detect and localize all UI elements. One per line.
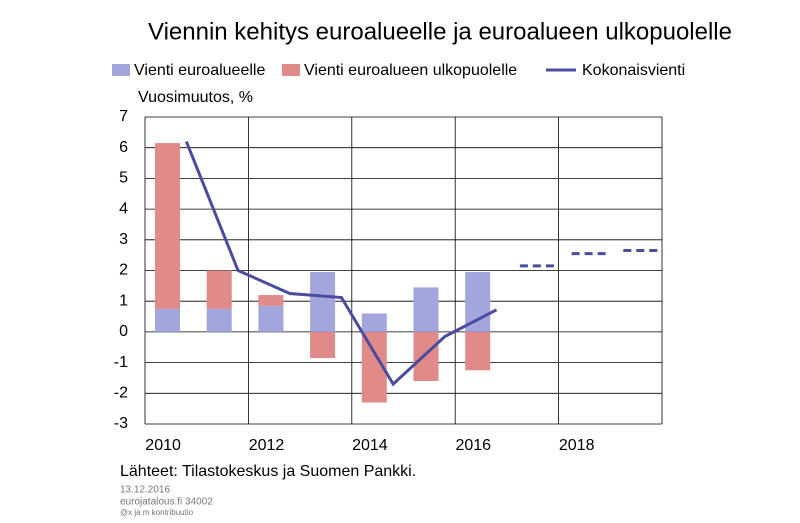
y-tick-label: 2 (119, 262, 128, 279)
y-tick-label: 1 (119, 292, 128, 309)
bar (413, 331, 439, 382)
bar (155, 308, 180, 332)
x-tick-label: 2014 (352, 437, 388, 454)
y-tick-label: 3 (119, 231, 128, 248)
y-tick-label: -3 (114, 415, 128, 432)
bar (258, 295, 284, 306)
legend-swatch (112, 64, 130, 76)
bar (465, 331, 491, 371)
note: eurojatalous.fi 34002 (120, 497, 213, 508)
bar (206, 308, 232, 332)
legend-label: Vienti euroalueelle (134, 62, 265, 79)
y-tick-label: 7 (119, 108, 128, 125)
y-tick-label: 4 (119, 200, 128, 217)
bar (258, 305, 284, 332)
bar (310, 272, 336, 332)
bar (465, 272, 491, 332)
y-tick-label: 0 (119, 323, 128, 340)
bar (361, 313, 387, 332)
bar (310, 331, 336, 358)
y-tick-label: 6 (119, 139, 128, 156)
bar (206, 270, 232, 309)
bar (155, 143, 180, 309)
y-tick-label: -2 (114, 385, 128, 402)
y-tick-label: 5 (119, 170, 128, 187)
y-tick-label: -1 (114, 354, 128, 371)
legend-label: Vienti euroalueen ulkopuolelle (304, 62, 517, 79)
x-tick-label: 2018 (559, 437, 595, 454)
x-tick-label: 2012 (249, 437, 285, 454)
line (184, 141, 498, 387)
x-tick-label: 2016 (455, 437, 491, 454)
note: @x ja m kontribuutio (120, 508, 194, 517)
source: Lähteet: Tilastokeskus ja Suomen Pankki. (120, 463, 416, 480)
x-tick-label: 2010 (145, 437, 181, 454)
legend-label: Kokonaisvienti (582, 62, 685, 79)
bar (413, 287, 439, 332)
legend-swatch (282, 64, 300, 76)
chart-title: Viennin kehitys euroalueelle ja euroalue… (148, 18, 732, 45)
y-axis-label: Vuosimuutos, % (138, 89, 253, 106)
note: 13.12.2016 (120, 485, 170, 496)
